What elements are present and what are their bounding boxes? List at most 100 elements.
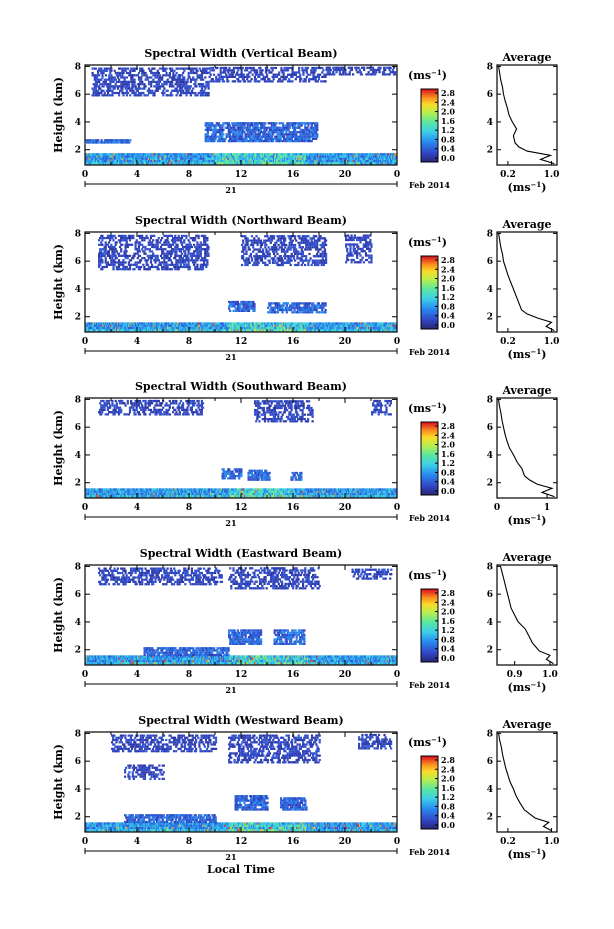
heatmap-cell	[133, 80, 136, 83]
average-x-label-exp: −1	[531, 180, 542, 189]
heatmap-cell	[125, 76, 128, 79]
heatmap-cell	[143, 83, 146, 86]
heatmap-cell	[128, 87, 131, 90]
heatmap-cell	[236, 122, 239, 125]
heatmap-cell	[87, 155, 90, 158]
colorbar-tick-label: 2.4	[441, 97, 455, 107]
heatmap-cell	[176, 162, 179, 165]
heatmap-cell	[269, 128, 272, 132]
heatmap-cell	[226, 133, 229, 136]
heatmap-cell	[241, 135, 244, 138]
heatmap-cell	[146, 76, 149, 79]
heatmap-cell	[109, 83, 112, 86]
heatmap-cell	[165, 67, 168, 70]
heatmap-cell	[328, 66, 331, 69]
heatmap-cell	[315, 131, 318, 134]
heatmap-cell	[231, 69, 234, 72]
heatmap-cell	[282, 131, 285, 134]
x-tick-label: 16	[287, 170, 300, 180]
heatmap-cell	[108, 153, 111, 156]
heatmap-cell	[119, 74, 122, 77]
heatmap-cell	[282, 69, 285, 72]
heatmap-cell	[171, 157, 174, 160]
heatmap-cell	[150, 80, 153, 83]
heatmap-cell	[98, 254, 101, 257]
colorbar-tick-label: 2.8	[441, 88, 455, 98]
heatmap-cell	[248, 126, 251, 129]
heatmap-cell	[297, 124, 300, 127]
heatmap-cell	[110, 245, 113, 249]
heatmap-cell	[321, 311, 324, 314]
heatmap-cell	[360, 73, 364, 76]
colorbar-step	[421, 116, 438, 119]
heatmap-cell	[332, 71, 335, 74]
heatmap-cell	[185, 94, 188, 97]
heatmap-cell	[113, 234, 116, 237]
heatmap-cell	[168, 85, 171, 88]
heatmap-cell	[315, 137, 318, 140]
heatmap-cell	[247, 309, 251, 312]
heatmap-cell	[116, 268, 119, 271]
heatmap-cell	[105, 237, 108, 240]
heatmap-cell	[129, 159, 132, 163]
heatmap-cell	[105, 252, 108, 255]
heatmap-cell	[272, 78, 275, 81]
heatmap-cell	[282, 304, 285, 307]
heatmap-cell	[258, 80, 261, 83]
heatmap-cell	[156, 69, 159, 72]
heatmap-cell	[144, 248, 147, 251]
heatmap-cell	[150, 326, 153, 330]
heatmap-cell	[220, 75, 223, 78]
heatmap-cell	[233, 140, 236, 143]
heatmap-cell	[216, 66, 219, 70]
heatmap-cell	[263, 133, 266, 136]
heatmap-cell	[192, 153, 195, 156]
heatmap-cell	[205, 135, 208, 138]
heatmap-cell	[135, 94, 138, 97]
heatmap-cell	[141, 80, 144, 83]
heatmap-cell	[238, 75, 241, 78]
heatmap-cell	[109, 80, 112, 83]
heatmap-cell	[249, 66, 252, 70]
heatmap-cell	[192, 91, 195, 95]
heatmap-cell	[276, 306, 280, 309]
heatmap-cell	[182, 71, 185, 75]
heatmap-cell	[213, 159, 216, 163]
heatmap-cell	[182, 89, 185, 92]
heatmap-cell	[251, 73, 254, 76]
heatmap-cell	[221, 140, 224, 143]
heatmap-cell	[300, 140, 303, 143]
heatmap-cell	[239, 157, 242, 160]
heatmap-cell	[100, 69, 103, 72]
heatmap-cell	[158, 80, 162, 83]
heatmap-cell	[109, 237, 112, 240]
heatmap-cell	[110, 234, 113, 237]
heatmap-cell	[375, 71, 378, 74]
heatmap-cell	[213, 326, 216, 330]
heatmap-cell	[138, 243, 142, 246]
heatmap-cell	[100, 91, 103, 95]
y-axis-label: Height (km)	[52, 77, 65, 153]
heatmap-cell	[111, 250, 114, 253]
heatmap-cell	[196, 69, 199, 72]
heatmap-cell	[245, 128, 248, 132]
heatmap-cell	[240, 71, 243, 74]
heatmap-cell	[105, 78, 109, 81]
heatmap-cell	[281, 306, 284, 309]
heatmap-cell	[108, 157, 111, 160]
heatmap-cell	[104, 250, 107, 253]
heatmap-cell	[338, 324, 341, 327]
heatmap-cell	[386, 73, 389, 76]
heatmap-cell	[172, 85, 175, 88]
heatmap-cell	[143, 265, 146, 269]
heatmap-cell	[151, 71, 154, 75]
heatmap-cell	[109, 67, 112, 70]
heatmap-cell	[123, 162, 126, 165]
heatmap-cell	[231, 73, 234, 76]
heatmap-cell	[138, 254, 142, 257]
heatmap-cell	[137, 265, 140, 269]
heatmap-cell	[245, 329, 248, 332]
heatmap-cell	[123, 326, 126, 330]
heatmap-cell	[165, 155, 168, 158]
heatmap-cell	[259, 73, 262, 76]
